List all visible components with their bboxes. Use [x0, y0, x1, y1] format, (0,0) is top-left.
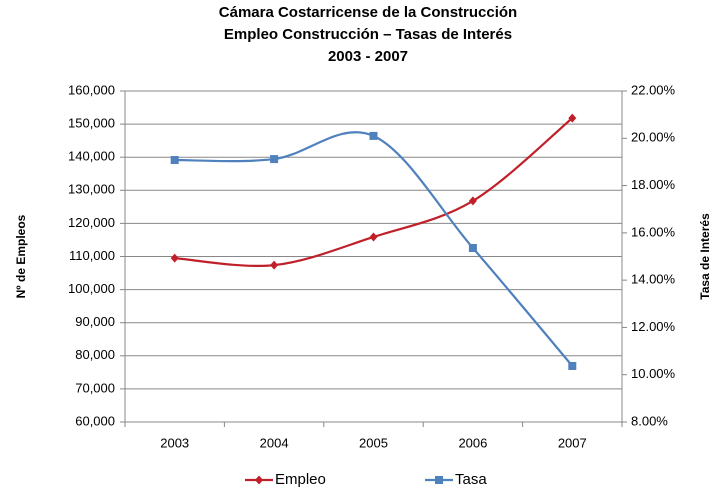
- y2-tick-label: 18.00%: [631, 177, 676, 192]
- marker: [468, 243, 477, 252]
- y2-tick-label: 20.00%: [631, 130, 676, 145]
- x-tick-label: 2007: [558, 435, 587, 450]
- y-tick-label: 110,000: [69, 248, 115, 263]
- marker: [369, 232, 378, 242]
- legend-marker: [435, 476, 443, 484]
- y2-tick-label: 8.00%: [631, 413, 668, 428]
- y-tick-label: 120,000: [68, 215, 115, 230]
- chart-title: Empleo Construcción – Tasas de Interés: [224, 26, 512, 43]
- y2-tick-label: 12.00%: [631, 319, 676, 334]
- y-tick-label: 80,000: [75, 347, 115, 362]
- y-tick-label: 90,000: [75, 314, 115, 329]
- marker: [468, 196, 477, 206]
- chart-title: 2003 - 2007: [328, 48, 408, 65]
- y-tick-label: 160,000: [68, 82, 115, 97]
- y-axis-label: Nº de Empleos: [14, 214, 28, 298]
- x-tick-label: 2003: [160, 435, 189, 450]
- marker: [170, 253, 179, 263]
- legend-label: Empleo: [275, 471, 326, 488]
- x-tick-label: 2005: [359, 435, 388, 450]
- y2-tick-label: 10.00%: [631, 366, 676, 381]
- y2-axis-label: Tasa de Interés: [698, 213, 712, 300]
- y-tick-label: 150,000: [68, 116, 115, 131]
- marker: [170, 156, 179, 165]
- legend-marker: [255, 475, 263, 485]
- y-tick-label: 130,000: [68, 182, 115, 197]
- y-tick-label: 100,000: [68, 281, 115, 296]
- marker: [568, 361, 577, 370]
- y-tick-label: 140,000: [68, 149, 115, 164]
- marker: [270, 260, 279, 270]
- y-tick-label: 70,000: [75, 380, 115, 395]
- legend-label: Tasa: [455, 471, 487, 488]
- y-tick-label: 60,000: [75, 413, 115, 428]
- series-line: [174, 117, 574, 267]
- y2-tick-label: 14.00%: [631, 272, 676, 287]
- x-tick-label: 2004: [260, 435, 289, 450]
- y2-tick-label: 16.00%: [631, 224, 676, 239]
- marker: [270, 155, 279, 164]
- series-line: [174, 131, 574, 367]
- y2-tick-label: 22.00%: [631, 82, 676, 97]
- marker: [568, 113, 577, 123]
- chart-title: Cámara Costarricense de la Construcción: [219, 4, 517, 21]
- marker: [369, 131, 378, 140]
- x-tick-label: 2006: [458, 435, 487, 450]
